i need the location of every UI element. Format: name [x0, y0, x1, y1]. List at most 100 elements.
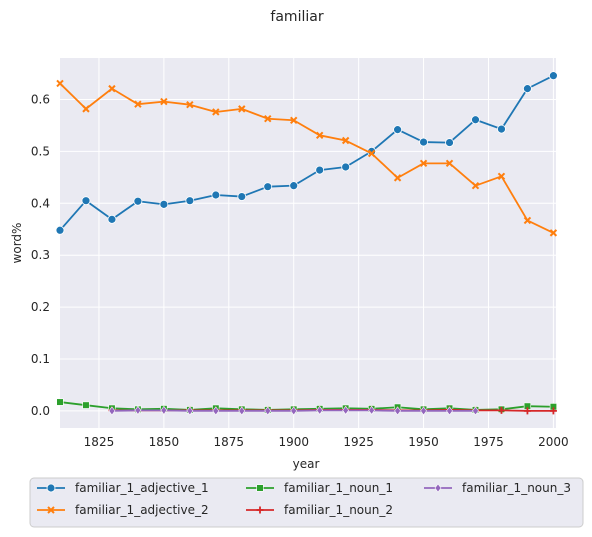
- data-point: [186, 406, 194, 416]
- point-marker: [55, 225, 65, 235]
- legend-item-familiar_1_noun_1: familiar_1_noun_1: [246, 481, 393, 495]
- y-tick-label: 0.1: [31, 352, 50, 366]
- data-point: [523, 216, 532, 225]
- y-tick-label: 0.0: [31, 404, 50, 418]
- data-point: [290, 406, 298, 416]
- legend-label: familiar_1_noun_3: [462, 481, 571, 495]
- point-marker: [471, 115, 480, 125]
- legend-item-familiar_1_adjective_1: familiar_1_adjective_1: [37, 481, 209, 495]
- data-point: [471, 115, 480, 125]
- y-tick-label: 0.4: [31, 196, 50, 210]
- point-marker: [549, 71, 558, 81]
- data-point: [315, 131, 324, 140]
- x-tick-label: 1850: [149, 435, 180, 449]
- point-marker: [497, 172, 506, 181]
- point-marker: [342, 405, 350, 415]
- point-marker: [47, 506, 55, 514]
- data-point: [82, 401, 90, 409]
- data-point: [549, 229, 558, 237]
- data-point: [134, 100, 142, 108]
- data-point: [107, 214, 117, 224]
- legend-label: familiar_1_adjective_2: [75, 503, 209, 517]
- point-marker: [394, 406, 401, 416]
- y-tick-label: 0.3: [31, 248, 50, 262]
- point-marker: [471, 181, 480, 190]
- point-marker: [212, 406, 220, 416]
- data-point: [289, 181, 299, 191]
- point-marker: [160, 405, 168, 415]
- legend-item-familiar_1_adjective_2: familiar_1_adjective_2: [37, 503, 209, 517]
- data-point: [549, 71, 558, 81]
- point-marker: [315, 165, 325, 175]
- data-point: [523, 84, 532, 94]
- series-line: [59, 82, 554, 234]
- data-point: [134, 405, 142, 415]
- data-point: [264, 115, 272, 123]
- point-marker: [107, 214, 117, 224]
- point-marker: [420, 406, 427, 416]
- data-point: [342, 405, 350, 415]
- data-point: [56, 398, 64, 406]
- data-point: [434, 483, 442, 493]
- point-marker: [264, 406, 272, 416]
- point-marker: [82, 105, 90, 113]
- data-point: [212, 108, 220, 116]
- data-point: [472, 406, 479, 416]
- point-marker: [341, 162, 351, 172]
- data-point: [315, 165, 325, 175]
- point-marker: [160, 97, 168, 106]
- data-point: [160, 405, 168, 415]
- data-point: [55, 225, 65, 235]
- point-marker: [134, 405, 142, 415]
- data-point: [159, 199, 169, 209]
- point-marker: [56, 79, 64, 88]
- y-tick-label: 0.5: [31, 144, 50, 158]
- data-point: [82, 105, 90, 113]
- data-point: [264, 406, 272, 416]
- data-point: [238, 406, 246, 416]
- series-familiar_1_noun_3: [108, 405, 479, 416]
- data-point: [212, 406, 220, 416]
- x-tick-label: 1900: [278, 435, 309, 449]
- data-point: [47, 506, 55, 514]
- point-marker: [256, 484, 264, 492]
- point-marker: [445, 138, 454, 147]
- y-axis-label: word%: [10, 223, 24, 264]
- chart-title: familiar: [270, 9, 323, 25]
- data-point: [368, 405, 375, 415]
- data-point: [160, 97, 168, 106]
- point-marker: [289, 181, 299, 191]
- point-marker: [523, 216, 532, 225]
- data-point: [290, 116, 298, 124]
- data-point: [133, 196, 143, 206]
- data-point: [394, 406, 401, 416]
- legend-label: familiar_1_noun_1: [284, 481, 393, 495]
- series-familiar_1_adjective_1: [55, 71, 558, 235]
- point-marker: [290, 116, 298, 124]
- data-point: [108, 406, 116, 416]
- x-axis-label: year: [293, 457, 320, 471]
- point-marker: [212, 108, 220, 116]
- data-point: [237, 192, 247, 201]
- data-point: [238, 105, 246, 113]
- point-marker: [46, 483, 56, 493]
- y-axis-ticks: 0.0 0.1 0.2 0.3 0.4 0.5 0.6: [31, 93, 50, 418]
- data-point: [81, 196, 91, 206]
- x-tick-label: 1925: [343, 435, 374, 449]
- data-point: [341, 162, 351, 172]
- point-marker: [211, 190, 221, 200]
- series-layer: [55, 71, 558, 416]
- point-marker: [108, 84, 116, 93]
- data-point: [497, 172, 506, 181]
- x-axis-ticks: 1825 1850 1875 1900 1925 1950 1975 2000: [84, 435, 569, 449]
- x-tick-label: 1975: [473, 435, 504, 449]
- legend-item-familiar_1_noun_2: familiar_1_noun_2: [246, 503, 393, 517]
- data-point: [186, 100, 194, 109]
- point-marker: [238, 105, 246, 113]
- point-marker: [523, 84, 532, 94]
- data-point: [393, 125, 402, 135]
- point-marker: [315, 131, 324, 140]
- point-marker: [393, 174, 402, 182]
- point-marker: [316, 405, 324, 415]
